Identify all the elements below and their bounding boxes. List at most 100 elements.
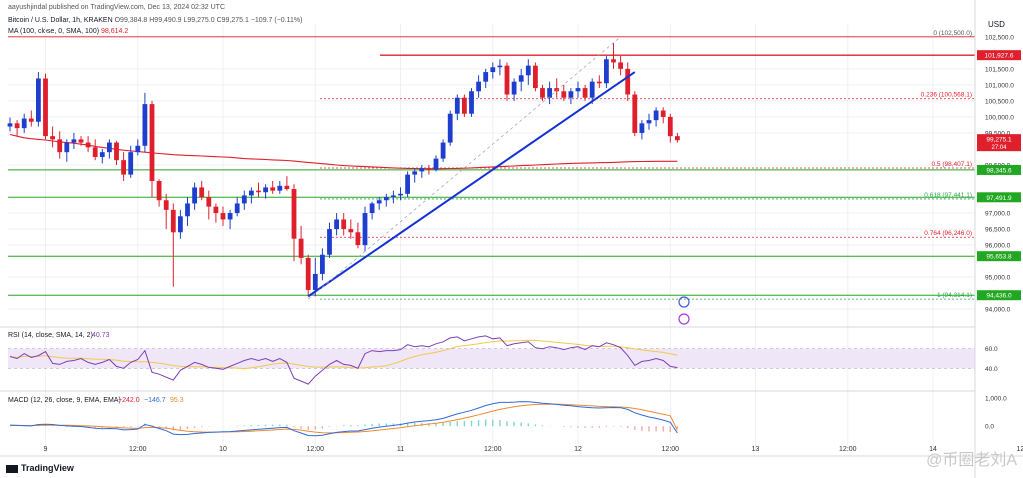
candle-body: [469, 91, 474, 114]
candle-body: [554, 88, 560, 92]
symbol-title: Bitcoin / U.S. Dollar, 1h, KRAKEN: [8, 17, 113, 24]
candle-body: [213, 206, 219, 214]
candle-body: [57, 139, 63, 153]
candle-body: [525, 65, 531, 76]
candle-body: [589, 81, 595, 98]
resistance-tag: 101,927.6: [985, 53, 1014, 60]
candle-body: [142, 104, 148, 146]
candle-body: [43, 78, 48, 137]
rsi-line: [9, 335, 678, 385]
support-tag: 95,653.8: [986, 254, 1012, 261]
currency-label: USD: [988, 20, 1005, 29]
symbol-info: Bitcoin / U.S. Dollar, 1h, KRAKEN O99,38…: [8, 17, 302, 24]
candle-body: [575, 88, 581, 92]
support-tag-bg: [977, 164, 1021, 175]
ma-value: 98,614.2: [101, 28, 129, 35]
candle-body: [21, 118, 27, 129]
macd-tick-label: 0.0: [985, 424, 994, 431]
ma-legend[interactable]: MA (100, close, 0, SMA, 100) 98,614.2: [8, 28, 128, 35]
candle-body: [547, 88, 552, 98]
ma100-line: [9, 133, 678, 170]
candle-body: [71, 139, 77, 143]
x-tick-label: 12:00: [307, 446, 325, 453]
candle-body: [433, 158, 439, 170]
rsi-level-label: 60.0: [985, 346, 998, 353]
candle-body: [128, 152, 134, 175]
candle-body: [355, 232, 361, 246]
candle-body: [114, 142, 119, 161]
candle-body: [639, 123, 645, 133]
macd-value: −242.0: [118, 397, 140, 404]
author-line: aayushjindal published on TradingView.co…: [8, 4, 226, 11]
y-tick-label: 101,000.0: [985, 82, 1014, 89]
candle-body: [220, 213, 226, 220]
candle-body: [405, 174, 410, 194]
candle-body: [199, 187, 205, 198]
candle-body: [270, 187, 276, 191]
y-tick-label: 100,500.0: [985, 98, 1014, 105]
y-tick-label: 94,000.0: [985, 307, 1011, 314]
candle-body: [419, 168, 425, 172]
candle-body: [163, 200, 169, 210]
candle-body: [263, 187, 268, 193]
candle-body: [121, 160, 126, 175]
candle-body: [312, 273, 318, 290]
candle-body: [561, 91, 567, 98]
candle-body: [206, 197, 212, 207]
fib-connector: [307, 36, 621, 300]
candle-body: [298, 238, 304, 258]
x-tick-label: 12:00: [662, 446, 680, 453]
rsi-panel: 60.0 40.0 RSI (14, close, SMA, 14, 2) 40.73: [0, 326, 998, 385]
candle-body: [667, 116, 673, 137]
y-tick-label: 96,000.0: [985, 243, 1011, 250]
candle-body: [618, 62, 623, 69]
candle-body: [490, 67, 496, 73]
candle-body: [412, 171, 418, 175]
candle-body: [625, 68, 631, 95]
price-axis: 102,500.0 101,500.0 101,000.0 100,500.0 100,…: [974, 0, 1014, 478]
y-tick-label: 101,500.0: [985, 66, 1014, 73]
candle-body: [256, 190, 261, 193]
candle-body: [376, 200, 382, 204]
x-tick-label: 13: [752, 446, 760, 453]
candle-body: [504, 65, 510, 95]
rsi-level-label: 40.0: [985, 366, 998, 373]
candle-body: [327, 229, 332, 255]
support-tag-bg: [977, 192, 1021, 203]
ma-label: MA (100, close, 0, SMA, 100): [8, 28, 100, 35]
candle-body: [227, 213, 233, 220]
rsi-value: 40.73: [92, 332, 110, 339]
rsi-sma-line: [9, 339, 678, 370]
candle-body: [497, 65, 503, 68]
candle-body: [334, 219, 339, 230]
candle-body: [107, 142, 112, 153]
candle-body: [596, 81, 602, 84]
candle-body: [483, 72, 489, 82]
price-tags: 101,927.6 98,345.6 97,491.9 95,653.8 94,436.…: [977, 50, 1021, 301]
trendline-group[interactable]: [307, 36, 636, 300]
candle-body: [28, 118, 34, 122]
candle-body: [135, 145, 141, 153]
candle-body: [540, 88, 545, 98]
y-tick-label: 95,000.0: [985, 275, 1011, 282]
candle-body: [348, 229, 354, 233]
trendline: [307, 71, 636, 298]
ohlc-values: O99,384.8 H99,490.9 L99,275.0 C99,275.1 …: [114, 17, 303, 24]
watermark: @币圈老刘A: [926, 452, 1017, 469]
y-tick-label: 102,500.0: [985, 34, 1014, 41]
chart-icons[interactable]: [678, 296, 690, 325]
x-tick-label: 11: [397, 446, 404, 453]
candle-body: [92, 147, 98, 157]
fib-top-label: 0 (102,500.0): [933, 30, 972, 37]
candle-body: [660, 110, 666, 117]
moving-average: [9, 133, 678, 170]
candle-body: [99, 152, 105, 157]
candle-body: [284, 185, 290, 190]
price-tag-countdown: 27:04: [991, 145, 1007, 151]
rsi-band: [8, 348, 975, 369]
x-tick-label: 12:00: [484, 446, 502, 453]
candle-body: [234, 203, 240, 214]
tradingview-logo[interactable]: TradingView: [6, 463, 74, 473]
candle-body: [476, 81, 481, 92]
